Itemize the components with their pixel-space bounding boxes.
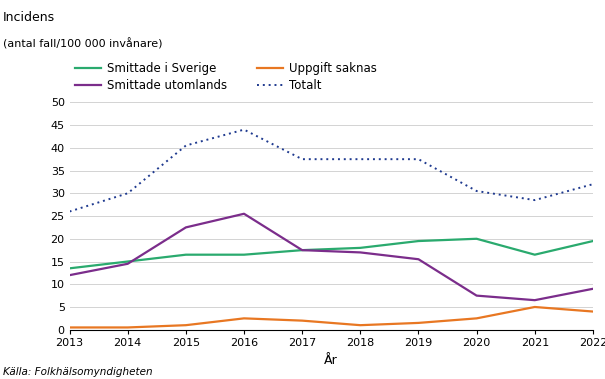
Text: Incidens: Incidens [3, 11, 55, 24]
Text: (antal fall/100 000 invånare): (antal fall/100 000 invånare) [3, 38, 163, 49]
Text: Källa: Folkhälsomyndigheten: Källa: Folkhälsomyndigheten [3, 367, 152, 377]
Legend: Smittade i Sverige, Smittade utomlands, Uppgift saknas, Totalt: Smittade i Sverige, Smittade utomlands, … [76, 62, 377, 92]
X-axis label: År: År [324, 354, 338, 366]
